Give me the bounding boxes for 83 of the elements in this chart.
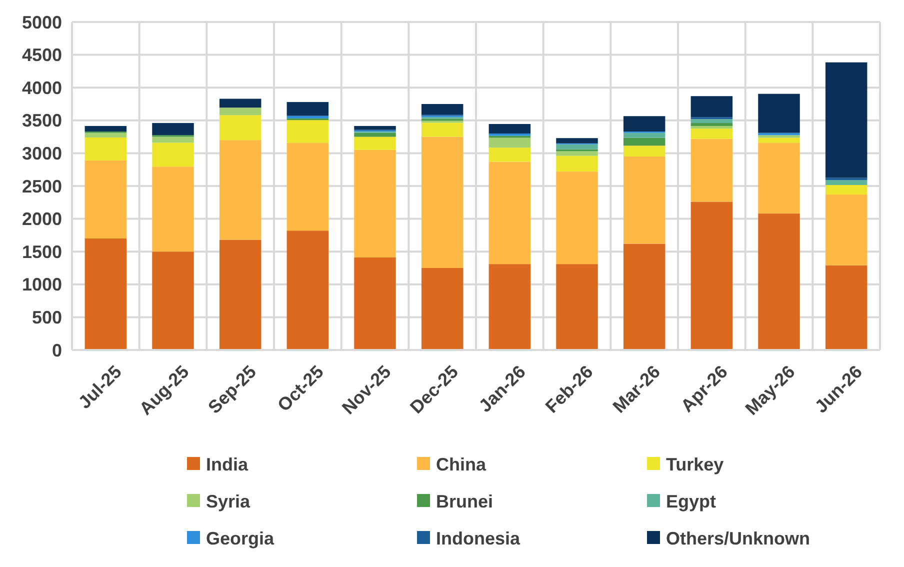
bar	[825, 62, 868, 178]
legend-label: Turkey	[666, 454, 724, 474]
bar	[556, 138, 598, 144]
bar	[758, 142, 800, 214]
y-tick-label: 3000	[22, 144, 62, 164]
bar	[690, 96, 733, 118]
bar	[556, 144, 598, 150]
y-tick-label: 1000	[22, 274, 62, 295]
bar	[152, 252, 194, 350]
legend-label: Others/Unknown	[666, 528, 810, 548]
bar	[556, 264, 598, 350]
bar	[623, 156, 666, 244]
bar	[354, 258, 396, 350]
bar	[825, 194, 868, 266]
bar	[556, 172, 598, 264]
bar	[690, 202, 733, 350]
bar	[556, 151, 598, 156]
legend-label: India	[206, 454, 249, 474]
bar	[421, 136, 464, 268]
bar	[825, 185, 868, 195]
legend-label: Indonesia	[436, 528, 522, 548]
legend-label: Syria	[206, 491, 252, 512]
bar	[84, 126, 127, 132]
bar	[488, 264, 531, 350]
bar	[219, 108, 262, 116]
bar	[488, 138, 531, 148]
bar	[758, 138, 800, 143]
bar	[623, 116, 666, 132]
bar	[556, 156, 598, 172]
bar	[690, 126, 733, 129]
bar	[152, 142, 194, 167]
bar	[84, 160, 127, 238]
y-tick-label: 500	[32, 308, 62, 328]
bar	[354, 132, 396, 137]
bar	[84, 238, 127, 350]
bar	[690, 128, 733, 139]
y-tick-label: 5000	[22, 12, 62, 32]
y-tick-label: 1500	[22, 242, 62, 262]
bar	[623, 132, 666, 138]
bar	[758, 94, 800, 133]
bar	[354, 136, 396, 150]
bar	[758, 135, 800, 138]
y-tick-label: 4000	[22, 78, 62, 98]
bar	[623, 146, 666, 156]
bar	[488, 162, 531, 264]
bar	[286, 116, 329, 118]
bar	[286, 120, 329, 143]
bar	[488, 148, 531, 162]
bar	[488, 124, 531, 134]
bar	[219, 240, 262, 350]
legend-label: Brunei	[436, 491, 494, 512]
bar	[286, 142, 329, 231]
legend-label: Georgia	[206, 528, 276, 548]
bar	[152, 136, 194, 143]
bar	[219, 98, 262, 108]
bar	[84, 137, 127, 160]
y-tick-label: 0	[52, 340, 62, 360]
bar	[421, 122, 464, 137]
bar	[219, 140, 262, 240]
bar	[84, 132, 127, 138]
legend-label: China	[436, 454, 487, 474]
bar	[354, 126, 396, 130]
y-tick-label: 4500	[22, 45, 62, 66]
bar	[623, 138, 666, 146]
bar	[354, 150, 396, 258]
bar	[219, 115, 262, 140]
bar	[152, 166, 194, 252]
bar	[825, 265, 868, 350]
y-tick-label: 2000	[22, 209, 62, 230]
bar	[690, 138, 733, 202]
bar	[690, 123, 733, 126]
y-tick-label: 3500	[22, 110, 62, 131]
bar	[623, 244, 666, 350]
legend-label: Egypt	[666, 491, 716, 512]
bar	[286, 230, 329, 350]
bar	[421, 104, 464, 114]
bar	[152, 123, 194, 136]
bar	[825, 180, 868, 186]
y-tick-label: 2500	[22, 176, 62, 196]
bar	[421, 268, 464, 350]
bar	[758, 214, 800, 350]
bar	[690, 119, 733, 124]
bar	[286, 102, 329, 116]
